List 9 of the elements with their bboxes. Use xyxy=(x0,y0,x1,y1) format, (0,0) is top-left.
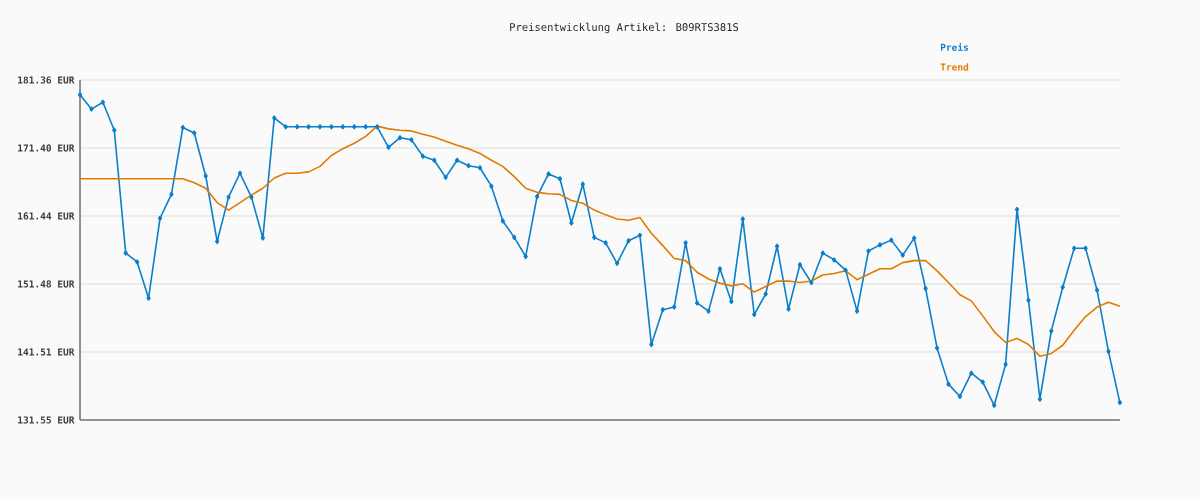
y-tick-label: 151.48 EUR xyxy=(18,280,75,288)
y-tick-label: 131.55 EUR xyxy=(18,416,75,424)
y-tick-label: 161.44 EUR xyxy=(18,212,75,220)
y-tick-label: 171.40 EUR xyxy=(18,144,75,152)
text: Preis xyxy=(940,43,969,51)
y-tick-label: 141.51 EUR xyxy=(18,348,75,356)
y-tick-label: 181.36 EUR xyxy=(18,76,75,84)
chart-title: Preisentwicklung Artikel: B09RTS381S xyxy=(510,22,739,34)
text: Trend xyxy=(940,63,969,71)
